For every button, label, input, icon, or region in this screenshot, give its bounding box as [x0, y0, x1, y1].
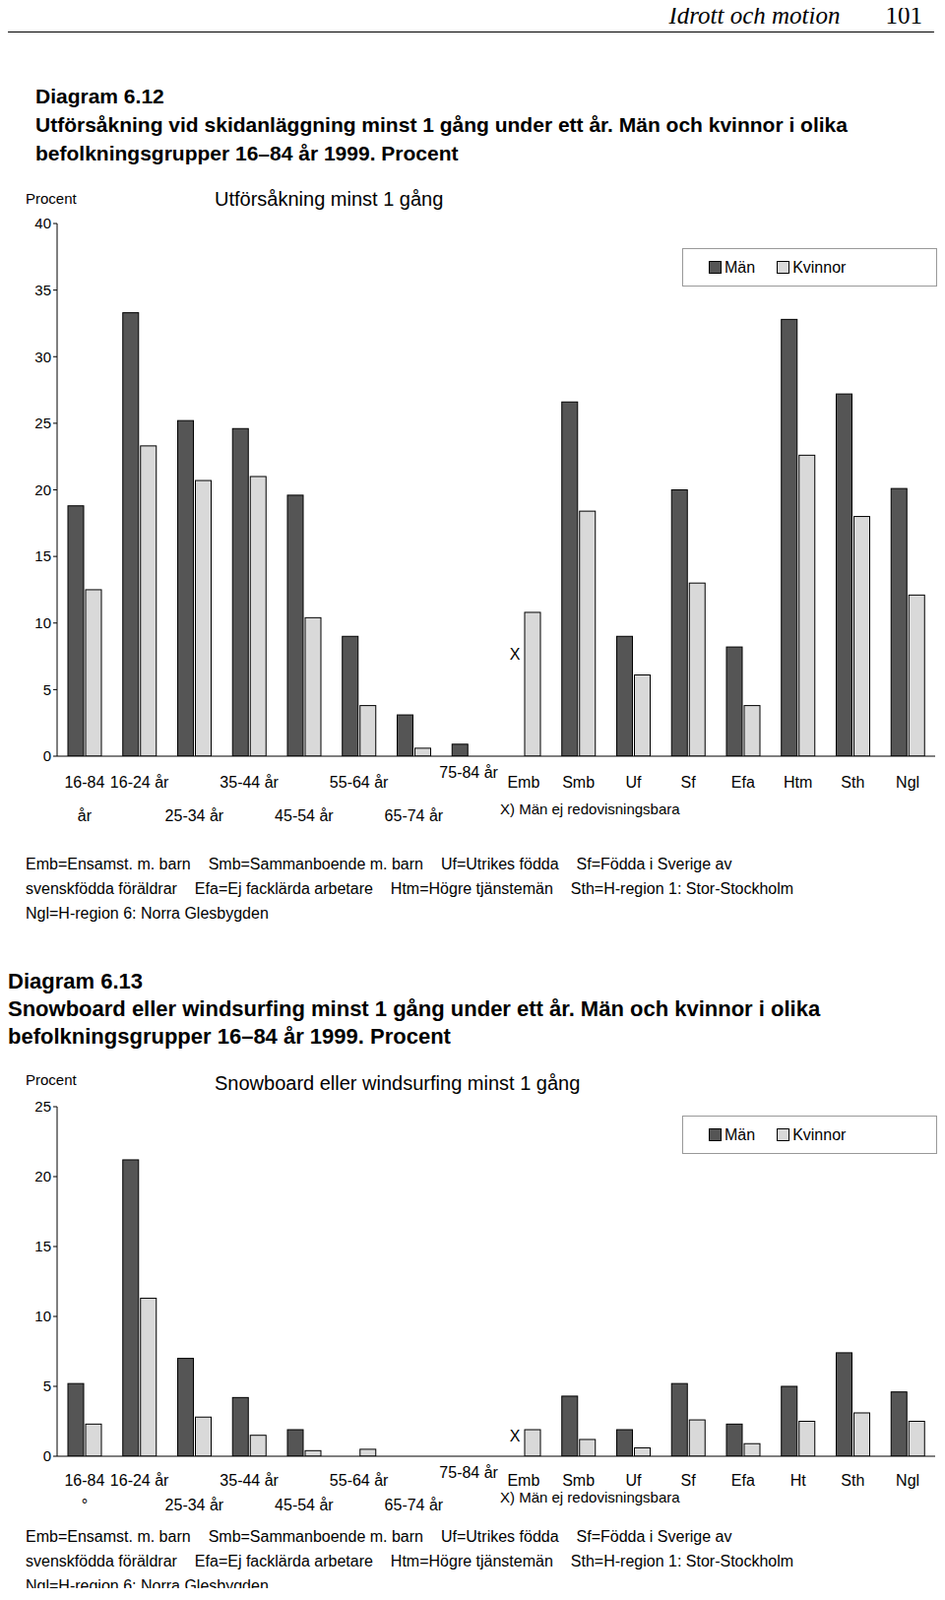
- html-text:X) Män ej redovisningsbara: X) Män ej redovisningsbara: [500, 800, 680, 818]
- svg-text:20: 20: [34, 1167, 52, 1185]
- svg-text:10: 10: [34, 1307, 52, 1324]
- svg-text:75-84 år: 75-84 år: [439, 763, 499, 781]
- html-text:svenskfödda föräldrar: svenskfödda föräldrar: [25, 1552, 178, 1570]
- svg-text:5: 5: [43, 1377, 52, 1394]
- svg-text:Ht: Ht: [790, 1471, 808, 1489]
- svg-text:25-34 år: 25-34 år: [165, 1496, 225, 1513]
- svg-text:Uf: Uf: [625, 773, 642, 791]
- svg-text:°: °: [81, 1496, 88, 1513]
- svg-text:Sf: Sf: [681, 773, 697, 791]
- html-text:Kvinnor: Kvinnor: [792, 258, 846, 276]
- html-text:Emb=Ensamst. m. barn: Emb=Ensamst. m. barn: [25, 855, 191, 873]
- html-text:Sth=H-region 1: Stor-Stockholm: Sth=H-region 1: Stor-Stockholm: [570, 1552, 794, 1570]
- svg-text:45-54 år: 45-54 år: [274, 807, 334, 824]
- svg-text:Uf: Uf: [625, 1471, 642, 1489]
- html-text:Män: Män: [724, 1125, 756, 1143]
- svg-text:30: 30: [34, 348, 52, 366]
- svg-text:år: år: [77, 807, 93, 824]
- html-text:Efa=Ej facklärda arbetare: Efa=Ej facklärda arbetare: [194, 1552, 373, 1570]
- svg-text:Htm: Htm: [783, 773, 813, 791]
- svg-text:55-64 år: 55-64 år: [329, 773, 389, 791]
- svg-text:16-24 år: 16-24 år: [110, 773, 170, 791]
- svg-text:16-84: 16-84: [63, 1471, 105, 1489]
- html-text:Ngl=H-region 6: Norra Glesbygd: Ngl=H-region 6: Norra Glesbygden: [25, 1576, 269, 1594]
- svg-text:15: 15: [34, 1237, 52, 1255]
- svg-text:Smb: Smb: [562, 773, 595, 791]
- svg-text:Sth: Sth: [840, 1471, 865, 1489]
- html-text:Smb=Sammanboende m. barn: Smb=Sammanboende m. barn: [208, 855, 424, 873]
- html-text:Htm=Högre tjänstemän: Htm=Högre tjänstemän: [390, 1552, 554, 1570]
- html-text:Snowboard eller windsurfing mi: Snowboard eller windsurfing minst 1 gång: [214, 1071, 581, 1094]
- svg-text:Emb: Emb: [506, 1471, 540, 1489]
- svg-text:25-34 år: 25-34 år: [165, 807, 225, 824]
- html-text:Idrott och motion: Idrott och motion: [668, 1, 841, 29]
- html-text:Smb=Sammanboende m. barn: Smb=Sammanboende m. barn: [208, 1527, 424, 1545]
- html-text:Uf=Utrikes födda: Uf=Utrikes födda: [441, 855, 559, 873]
- html-text:Utförsåkning vid skidanläggnin: Utförsåkning vid skidanläggning minst 1 …: [35, 113, 848, 165]
- svg-text:65-74 år: 65-74 år: [384, 807, 444, 824]
- svg-text:25: 25: [34, 414, 52, 432]
- svg-text:75-84 år: 75-84 år: [439, 1463, 499, 1481]
- html-text:Snowboard eller windsurfing mi: Snowboard eller windsurfing minst 1 gång…: [7, 996, 821, 1049]
- html-text:Sf=Födda i Sverige av: Sf=Födda i Sverige av: [576, 855, 732, 873]
- html-text:Sf=Födda i Sverige av: Sf=Födda i Sverige av: [576, 1527, 732, 1545]
- svg-text:Efa: Efa: [731, 1471, 756, 1489]
- html-text:Ngl=H-region 6: Norra Glesbygd: Ngl=H-region 6: Norra Glesbygden: [25, 904, 269, 922]
- svg-text:20: 20: [34, 481, 52, 499]
- svg-text:0: 0: [43, 1447, 52, 1464]
- html-text:svenskfödda föräldrar: svenskfödda föräldrar: [25, 880, 178, 897]
- svg-text:35: 35: [34, 281, 52, 299]
- html-text:Procent: Procent: [25, 189, 77, 207]
- svg-text:X: X: [509, 645, 521, 663]
- svg-text:16-84: 16-84: [63, 773, 105, 791]
- svg-text:Ngl: Ngl: [895, 1471, 920, 1489]
- svg-text:45-54 år: 45-54 år: [274, 1496, 334, 1513]
- svg-text:10: 10: [34, 614, 52, 631]
- svg-text:35-44 år: 35-44 år: [219, 773, 279, 791]
- svg-text:55-64 år: 55-64 år: [329, 1471, 389, 1489]
- svg-text:5: 5: [43, 681, 52, 698]
- html-text:Efa=Ej facklärda arbetare: Efa=Ej facklärda arbetare: [194, 880, 373, 897]
- svg-text:40: 40: [34, 214, 52, 232]
- html-text:Emb=Ensamst. m. barn: Emb=Ensamst. m. barn: [25, 1527, 191, 1545]
- svg-text:Ngl: Ngl: [895, 773, 920, 791]
- html-text:Procent: Procent: [25, 1071, 77, 1088]
- svg-text:25: 25: [34, 1097, 52, 1115]
- html-text:Diagram 6.12: Diagram 6.12: [35, 84, 165, 108]
- svg-text:15: 15: [34, 547, 52, 565]
- svg-text:Sth: Sth: [840, 773, 865, 791]
- html-text:X) Män ej redovisningsbara: X) Män ej redovisningsbara: [500, 1488, 680, 1506]
- svg-text:35-44 år: 35-44 år: [219, 1471, 279, 1489]
- svg-text:Efa: Efa: [731, 773, 756, 791]
- svg-text:65-74 år: 65-74 år: [384, 1496, 444, 1513]
- html-text:Sth=H-region 1: Stor-Stockholm: Sth=H-region 1: Stor-Stockholm: [570, 880, 794, 897]
- html-text:Htm=Högre tjänstemän: Htm=Högre tjänstemän: [390, 880, 554, 897]
- svg-text:Emb: Emb: [506, 773, 540, 791]
- svg-text:Sf: Sf: [681, 1471, 697, 1489]
- svg-text:16-24 år: 16-24 år: [110, 1471, 170, 1489]
- html-text:Män: Män: [724, 258, 756, 276]
- html-text:Kvinnor: Kvinnor: [792, 1125, 846, 1143]
- html-text:Diagram 6.13: Diagram 6.13: [7, 968, 143, 994]
- html-text:101: 101: [885, 1, 923, 29]
- html-text:Utförsåkning minst 1 gång: Utförsåkning minst 1 gång: [214, 188, 444, 210]
- svg-text:0: 0: [43, 747, 52, 764]
- svg-text:Smb: Smb: [562, 1471, 595, 1489]
- html-text:Uf=Utrikes födda: Uf=Utrikes födda: [441, 1527, 559, 1545]
- svg-text:X: X: [509, 1427, 521, 1445]
